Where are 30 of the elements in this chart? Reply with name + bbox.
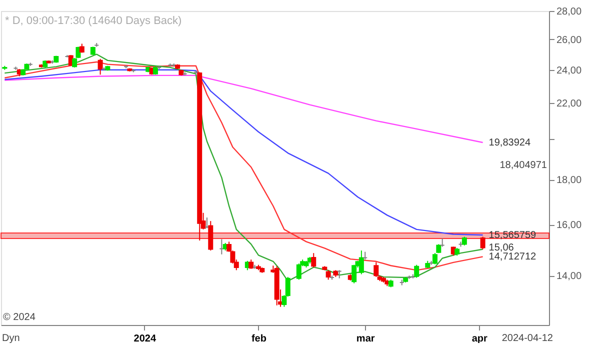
candlestick [208,220,214,252]
candlestick [352,264,357,284]
candlestick [414,264,420,278]
y-tick-label: 18,00 [556,175,582,186]
annotation: © 2024 [3,312,36,323]
x-tick-label: mar [356,334,375,344]
candlestick [296,263,302,280]
candlestick [326,270,331,280]
candlestick [374,262,379,278]
y-tick-label: 14,00 [556,271,582,282]
candlestick [248,259,254,270]
text: Dyn [2,333,20,344]
annotation: 18,404971 [500,160,548,171]
y-tick-label: 24,00 [556,65,582,76]
candlestick [480,236,486,250]
text: 2024-04-12 [502,333,554,344]
annotation: 14,712712 [488,252,537,263]
annotation: 19,83924 [488,138,531,149]
candlestick [311,252,316,268]
y-tick-label: 28,00 [556,6,582,18]
candlestick [98,58,103,76]
annotation: 15,06 [488,242,514,254]
x-tick-label: feb [251,334,266,344]
chart-title: * D, 09:00-17:30 (14640 Days Back) [5,15,182,27]
x-tick-label: 2024 [134,334,156,344]
line-series [4,74,484,144]
y-tick-label: 16,00 [556,220,582,232]
y-tick-label: 26,00 [556,34,582,46]
candlestick [358,250,364,275]
y-tick-label: 22,00 [556,98,582,110]
